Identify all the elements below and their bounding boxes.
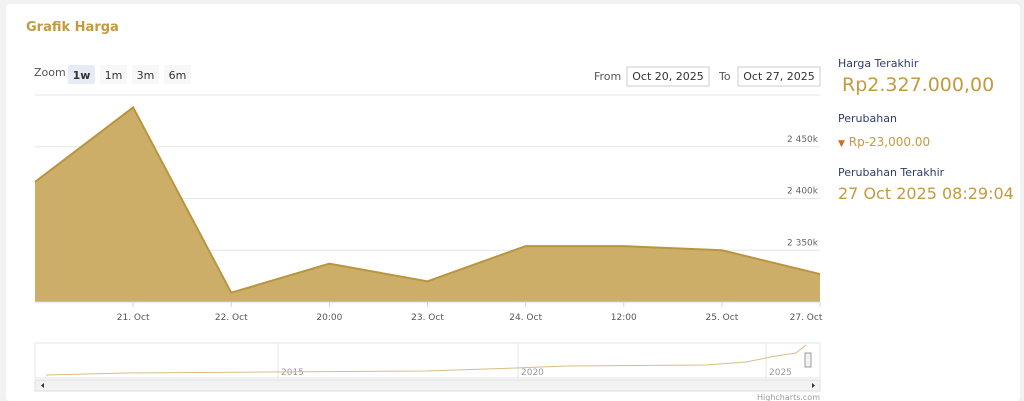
area-line (34, 105, 821, 294)
zoom-button-label[interactable]: 1w (73, 69, 91, 82)
y-tick-label: 2 400k (787, 187, 819, 197)
zoom-button[interactable] (68, 65, 95, 84)
card-title: Grafik Harga (26, 20, 119, 35)
navigator-handle[interactable] (804, 352, 812, 368)
change-label: Perubahan (838, 112, 897, 125)
navigator-tick-label: 2015 (281, 368, 304, 378)
scrollbar[interactable] (34, 379, 821, 392)
y-tick-label: 2 350k (787, 238, 819, 248)
zoom-button-label[interactable]: 6m (169, 69, 187, 82)
x-tick-label: 23. Oct (411, 313, 444, 323)
x-tick-label: 24. Oct (509, 313, 542, 323)
card: Grafik Harga Zoom 1w 1m 3m 6m From Oct 20, … (6, 4, 1020, 401)
from-input[interactable] (626, 66, 710, 87)
zoom-button[interactable] (132, 65, 159, 84)
credits[interactable]: Highcharts.com (757, 393, 820, 401)
x-tick-label: 21. Oct (117, 313, 150, 323)
y-tick-label: 2 450k (787, 135, 819, 145)
x-tick-label: 22. Oct (215, 313, 248, 323)
navigator-tick-label: 2025 (769, 368, 792, 378)
x-tick-label: 27. Oct (790, 313, 823, 323)
last-price-label: Harga Terakhir (838, 57, 919, 70)
to-value[interactable]: Oct 27, 2025 (743, 70, 815, 83)
change-value: Rp-23,000.00 (848, 135, 931, 149)
x-tick-label: 20:00 (316, 313, 342, 323)
navigator (34, 342, 821, 379)
last-price: Rp2.327.000,00 (842, 74, 995, 96)
zoom-button[interactable] (100, 65, 127, 84)
zoom-label: Zoom (34, 66, 66, 79)
scroll-right[interactable] (812, 383, 815, 388)
last-change: 27 Oct 2025 08:29:04 (838, 184, 1014, 203)
zoom-button[interactable] (164, 65, 191, 84)
from-value[interactable]: Oct 20, 2025 (632, 70, 704, 83)
chart: Zoom 1w 1m 3m 6m From Oct 20, 2025 To Oct 2… (34, 65, 823, 401)
area-fill (35, 107, 820, 302)
from-label: From (594, 70, 621, 83)
zoom-buttons: 1w 1m 3m 6m (68, 65, 191, 84)
x-tick-label: 12:00 (611, 313, 637, 323)
scroll-left[interactable] (41, 383, 44, 388)
last-change-label: Perubahan Terakhir (838, 166, 945, 179)
zoom-button-label[interactable]: 1m (105, 69, 123, 82)
navigator-line (45, 344, 807, 376)
navigator-tick-label: 2020 (521, 368, 544, 378)
down-arrow: ▼ (838, 139, 845, 149)
zoom-button-label[interactable]: 3m (137, 69, 155, 82)
to-input[interactable] (737, 66, 821, 87)
x-tick-label: 25. Oct (706, 313, 739, 323)
change: ▼ Rp-23,000.00 (838, 135, 930, 149)
to-label: To (718, 70, 731, 83)
